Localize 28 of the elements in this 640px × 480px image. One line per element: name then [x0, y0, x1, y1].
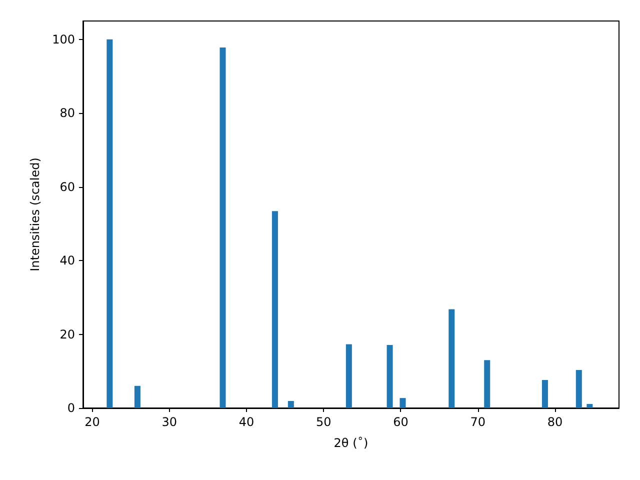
- x-axis-title: 2θ (∘): [334, 434, 368, 450]
- bar: [484, 360, 490, 408]
- x-tick-label: 60: [393, 415, 408, 429]
- y-tick-label: 0: [67, 401, 75, 415]
- bar: [272, 211, 278, 408]
- bar: [386, 344, 393, 408]
- x-tick-label: 70: [470, 415, 486, 429]
- bar: [288, 400, 294, 408]
- bar: [220, 48, 226, 408]
- bar: [106, 39, 113, 408]
- x-tick-label: 40: [238, 415, 254, 429]
- bar: [586, 404, 593, 408]
- bar: [448, 309, 455, 408]
- y-tick-label: 80: [60, 106, 75, 120]
- x-tick-label: 80: [547, 415, 563, 429]
- bar: [134, 386, 140, 408]
- y-tick-label: 100: [52, 32, 75, 46]
- x-tick-label: 20: [84, 415, 100, 429]
- bar: [346, 344, 352, 408]
- x-tick-label: 50: [316, 415, 332, 429]
- y-axis-title: Intensities (scaled): [28, 158, 42, 272]
- bar: [400, 398, 406, 408]
- x-tick-label: 30: [162, 415, 178, 429]
- bar: [576, 370, 582, 408]
- y-tick-label: 20: [60, 327, 75, 342]
- y-tick-label: 60: [60, 180, 75, 194]
- bar: [542, 380, 548, 408]
- y-tick-label: 40: [60, 254, 75, 268]
